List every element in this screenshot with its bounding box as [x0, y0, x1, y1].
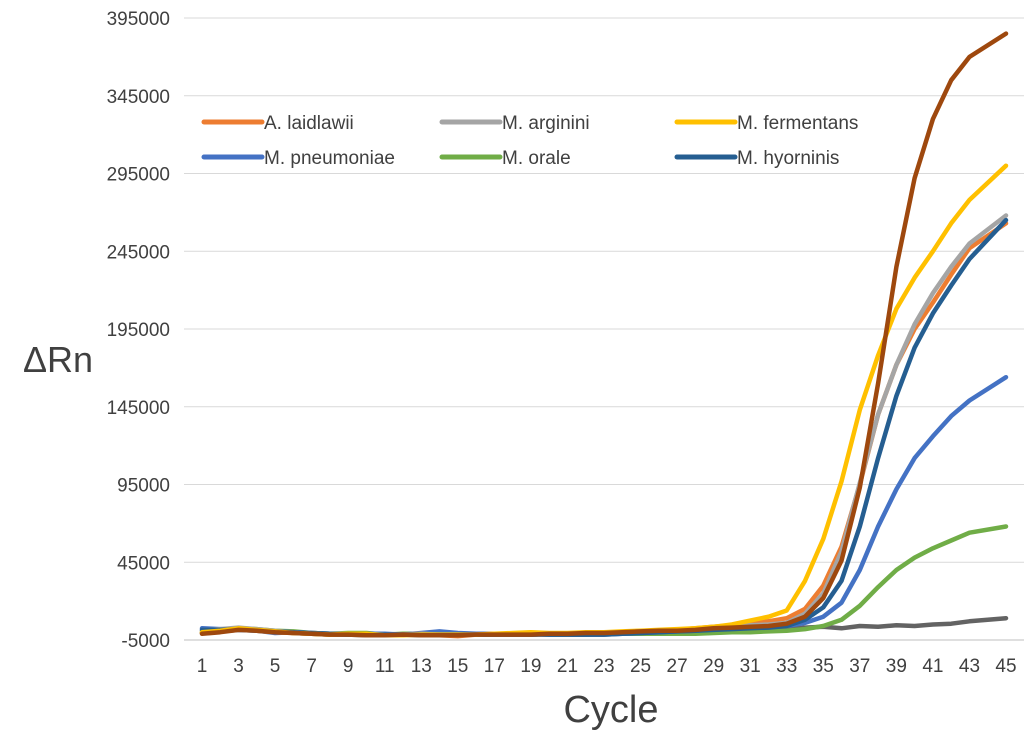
- series-line-5: [202, 220, 1006, 634]
- x-tick-label: 31: [740, 656, 761, 677]
- x-tick-label: 23: [593, 656, 614, 677]
- y-tick-label: -5000: [121, 631, 170, 652]
- legend-label: M. arginini: [502, 113, 590, 134]
- y-tick-label: 95000: [117, 476, 170, 497]
- x-tick-label: 13: [411, 656, 432, 677]
- x-tick-label: 39: [886, 656, 907, 677]
- x-tick-label: 17: [484, 656, 505, 677]
- legend-label: M. pneumoniae: [264, 148, 395, 169]
- x-axis-tick-labels: 1 3 5 7 9 11 13 15 17 19 21 23 25 27 29 31 33 35 37 39 41 43 4…: [197, 656, 1017, 677]
- y-axis-title: ΔRn: [23, 339, 93, 380]
- x-tick-label: 27: [667, 656, 688, 677]
- y-tick-label: 345000: [107, 87, 170, 108]
- x-tick-label: 1: [197, 656, 208, 677]
- x-tick-label: 5: [270, 656, 281, 677]
- x-tick-label: 15: [447, 656, 468, 677]
- x-tick-label: 33: [776, 656, 797, 677]
- series-line-1: [202, 216, 1006, 635]
- x-tick-label: 29: [703, 656, 724, 677]
- legend-label: M. hyorninis: [737, 148, 839, 169]
- y-axis-tick-labels: -5000 45000 95000 145000 195000 245000 295000 3…: [107, 9, 170, 652]
- x-tick-label: 11: [375, 656, 395, 677]
- legend-label: M. fermentans: [737, 113, 858, 134]
- x-tick-label: 7: [306, 656, 317, 677]
- x-tick-label: 41: [922, 656, 943, 677]
- y-tick-label: 145000: [107, 398, 170, 419]
- x-tick-label: 9: [343, 656, 354, 677]
- y-tick-label: 195000: [107, 320, 170, 341]
- x-tick-label: 43: [959, 656, 980, 677]
- series-line-4: [202, 527, 1006, 635]
- x-tick-label: 37: [849, 656, 870, 677]
- x-tick-label: 35: [813, 656, 834, 677]
- y-tick-label: 395000: [107, 9, 170, 30]
- y-tick-label: 245000: [107, 242, 170, 263]
- legend: A. laidlawii M. arginini M. fermentans M. p…: [204, 113, 858, 169]
- x-tick-label: 25: [630, 656, 651, 677]
- legend-label: A. laidlawii: [264, 113, 354, 134]
- x-tick-label: 19: [520, 656, 541, 677]
- gridlines: [184, 18, 1024, 562]
- y-tick-label: 295000: [107, 165, 170, 186]
- y-tick-label: 45000: [117, 553, 170, 574]
- legend-label: M. orale: [502, 148, 571, 169]
- x-tick-label: 21: [557, 656, 578, 677]
- series-line-3: [202, 377, 1006, 634]
- x-axis-title: Cycle: [563, 689, 658, 731]
- x-tick-label: 45: [995, 656, 1016, 677]
- x-tick-label: 3: [233, 656, 244, 677]
